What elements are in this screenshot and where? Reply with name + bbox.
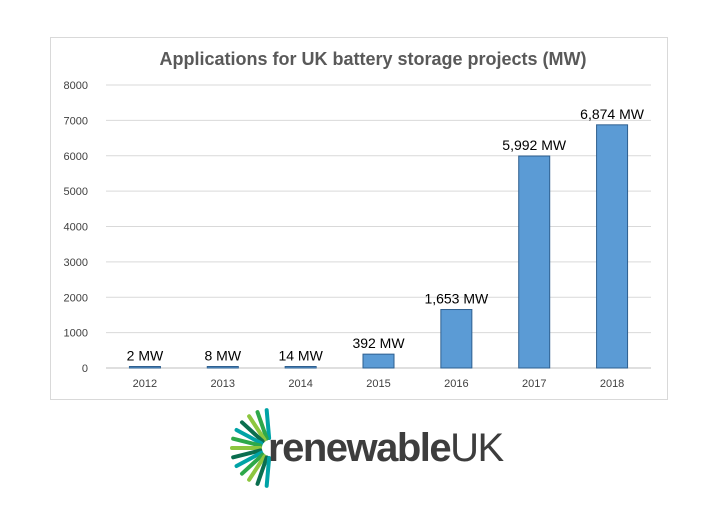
logo-ray [247, 414, 267, 442]
y-tick-label: 5000 [64, 186, 88, 198]
bar-2014 [284, 366, 317, 369]
logo-text-renewable: renewable [268, 426, 452, 470]
logo-ray [247, 454, 267, 482]
logo-ray [264, 455, 272, 488]
data-label-2015: 392 MW [352, 335, 405, 351]
logo-ray [255, 410, 269, 441]
y-tick-label: 4000 [64, 222, 88, 234]
y-tick-label: 1000 [64, 328, 88, 340]
data-labels: 2 MW 8 MW 14 MW 392 MW 1,653 MW 5,992 MW 6,874… [127, 106, 645, 364]
logo-ray [239, 420, 265, 444]
logo-ray [231, 448, 263, 460]
logo-ray [255, 455, 269, 486]
x-tick-label: 2013 [211, 378, 235, 390]
x-tick-label: 2017 [522, 378, 546, 390]
sunburst-leaf-icon [230, 408, 272, 488]
x-tick-label: 2015 [366, 378, 390, 390]
bar-2017 [518, 155, 551, 369]
bars [128, 124, 629, 369]
logo-ray [234, 427, 264, 446]
chart-title: Applications for UK battery storage proj… [159, 49, 586, 69]
x-tick-label: 2018 [600, 378, 624, 390]
y-tick-label: 7000 [64, 115, 88, 127]
bar-2015 [362, 353, 395, 369]
bar-2016 [440, 309, 473, 369]
data-label-2018: 6,874 MW [580, 106, 645, 122]
data-label-2012: 2 MW [127, 348, 164, 364]
logo-ray [239, 452, 265, 476]
logo-text-uk: UK [450, 426, 504, 470]
data-label-2016: 1,653 MW [424, 291, 489, 307]
x-tick-label: 2016 [444, 378, 468, 390]
data-label-2014: 14 MW [278, 348, 323, 364]
y-axis-tick-labels: 0 1000 2000 3000 4000 5000 6000 7000 8000 [64, 80, 88, 375]
y-tick-label: 0 [82, 363, 88, 375]
x-tick-label: 2012 [133, 378, 157, 390]
bar-2013 [206, 366, 239, 369]
bar-chart: Applications for UK battery storage proj… [64, 49, 651, 390]
renewableuk-logo: renewableUK [230, 400, 504, 496]
y-tick-label: 3000 [64, 257, 88, 269]
chart-frame: Applications for UK battery storage proj… [50, 37, 668, 400]
y-tick-label: 2000 [64, 292, 88, 304]
gridlines [106, 84, 651, 369]
y-tick-label: 8000 [64, 80, 88, 92]
logo-ray [231, 436, 263, 448]
x-axis-tick-labels: 2012 2013 2014 2015 2016 2017 2018 [133, 378, 625, 390]
logo-ray [234, 450, 264, 469]
bar-2012 [128, 366, 161, 369]
y-tick-label: 6000 [64, 151, 88, 163]
bar-2018 [596, 124, 629, 369]
logo-wordmark: renewableUK [268, 426, 504, 471]
data-label-2017: 5,992 MW [502, 137, 567, 153]
data-label-2013: 8 MW [205, 348, 242, 364]
logo-ray [264, 408, 272, 441]
x-tick-label: 2014 [288, 378, 312, 390]
